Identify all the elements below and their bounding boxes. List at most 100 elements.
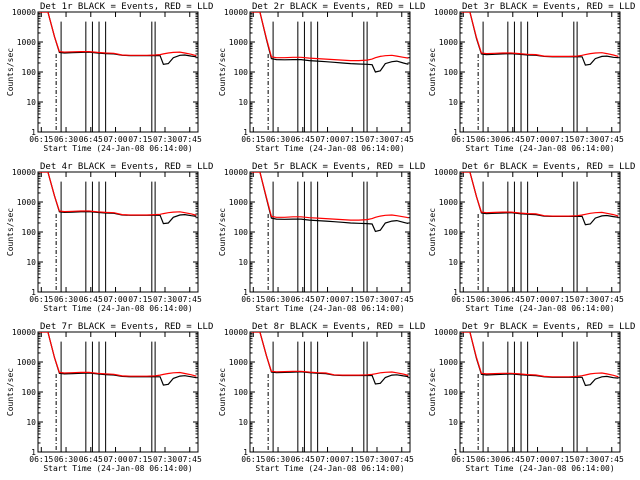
panel-title: Det 9r BLACK = Events, RED = LLD xyxy=(462,322,635,332)
plot-frame xyxy=(249,11,411,133)
y-axis-label: Counts/sec xyxy=(218,368,227,416)
x-tick-label: 06:30 xyxy=(476,295,500,304)
y-tick-label: 1000 xyxy=(17,38,36,47)
plot-frame xyxy=(37,171,199,293)
x-tick-label: 06:15 xyxy=(451,455,475,464)
lld-series-line xyxy=(39,332,197,377)
lld-series-line xyxy=(39,12,197,57)
plot-frame xyxy=(249,171,411,293)
x-tick-label: 06:30 xyxy=(266,135,290,144)
x-tick-label: 06:45 xyxy=(291,295,315,304)
x-axis-label: Start Time (24-Jan-08 06:14:00) xyxy=(255,304,404,313)
y-tick-label: 10000 xyxy=(434,8,458,17)
x-tick-label: 07:15 xyxy=(128,455,152,464)
y-tick-label: 10000 xyxy=(224,8,248,17)
x-tick-label: 06:45 xyxy=(501,295,525,304)
x-tick-label: 07:15 xyxy=(128,295,152,304)
panel-det-9: Det 9r BLACK = Events, RED = LLD 1 10 100 10… xyxy=(428,322,635,473)
lld-series-line xyxy=(39,172,197,216)
y-tick-label: 1 xyxy=(31,288,36,297)
x-tick-label: 07:00 xyxy=(525,135,549,144)
x-tick-label: 06:45 xyxy=(291,135,315,144)
y-tick-label: 10000 xyxy=(12,328,36,337)
y-tick-label: 1 xyxy=(31,128,36,137)
y-axis-label: Counts/sec xyxy=(218,208,227,256)
x-axis-label: Start Time (24-Jan-08 06:14:00) xyxy=(43,144,192,153)
x-tick-label: 07:00 xyxy=(315,135,339,144)
x-tick-label: 06:30 xyxy=(54,455,78,464)
y-tick-label: 10 xyxy=(26,258,36,267)
x-tick-label: 06:45 xyxy=(79,135,103,144)
y-axis-label: Counts/sec xyxy=(428,368,437,416)
x-tick-label: 07:15 xyxy=(340,295,364,304)
y-tick-label: 100 xyxy=(234,388,249,397)
x-tick-label: 06:45 xyxy=(79,455,103,464)
panel-title: Det 2r BLACK = Events, RED = LLD xyxy=(252,2,425,12)
x-tick-label: 07:45 xyxy=(390,295,414,304)
y-tick-label: 1000 xyxy=(439,38,458,47)
panel-title: Det 8r BLACK = Events, RED = LLD xyxy=(252,322,425,332)
x-tick-label: 07:45 xyxy=(178,135,202,144)
x-tick-label: 06:30 xyxy=(476,135,500,144)
x-tick-label: 06:15 xyxy=(451,295,475,304)
events-series-line xyxy=(39,332,197,386)
y-tick-label: 100 xyxy=(444,68,459,77)
y-tick-label: 1000 xyxy=(439,198,458,207)
events-series-line xyxy=(461,172,619,226)
panel-det-6: Det 6r BLACK = Events, RED = LLD 1 10 100 10… xyxy=(428,162,635,313)
x-tick-label: 07:45 xyxy=(600,455,624,464)
events-series-line xyxy=(251,172,409,233)
x-tick-label: 07:00 xyxy=(525,455,549,464)
x-tick-label: 06:30 xyxy=(54,135,78,144)
plot-frame xyxy=(249,331,411,453)
panel-title: Det 3r BLACK = Events, RED = LLD xyxy=(462,2,635,12)
events-series-line xyxy=(251,332,409,385)
x-axis-label: Start Time (24-Jan-08 06:14:00) xyxy=(43,464,192,473)
x-tick-label: 07:00 xyxy=(315,455,339,464)
x-tick-label: 07:15 xyxy=(340,455,364,464)
events-series-line xyxy=(251,12,409,73)
x-tick-label: 06:30 xyxy=(54,295,78,304)
y-tick-label: 1 xyxy=(453,448,458,457)
y-tick-label: 1 xyxy=(453,128,458,137)
x-tick-label: 07:30 xyxy=(575,135,599,144)
y-tick-label: 100 xyxy=(234,68,249,77)
x-tick-label: 07:30 xyxy=(365,455,389,464)
x-tick-label: 06:15 xyxy=(451,135,475,144)
y-tick-label: 10 xyxy=(448,418,458,427)
x-tick-label: 06:15 xyxy=(29,135,53,144)
y-tick-label: 10000 xyxy=(434,328,458,337)
y-tick-label: 1 xyxy=(453,288,458,297)
x-tick-label: 06:15 xyxy=(241,135,265,144)
x-tick-label: 07:30 xyxy=(365,295,389,304)
y-tick-label: 1000 xyxy=(229,38,248,47)
x-tick-label: 07:45 xyxy=(178,455,202,464)
events-series-line xyxy=(461,332,619,387)
x-tick-label: 07:45 xyxy=(390,455,414,464)
y-tick-label: 100 xyxy=(234,228,249,237)
x-tick-label: 07:00 xyxy=(103,135,127,144)
x-tick-label: 07:45 xyxy=(600,135,624,144)
plot-frame xyxy=(37,331,199,453)
lld-series-line xyxy=(251,12,409,62)
x-tick-label: 07:30 xyxy=(153,295,177,304)
x-tick-label: 07:15 xyxy=(340,135,364,144)
lld-series-line xyxy=(461,12,619,58)
panel-det-8: Det 8r BLACK = Events, RED = LLD 1 10 100 10… xyxy=(218,322,425,473)
x-tick-label: 06:15 xyxy=(29,295,53,304)
y-tick-label: 10 xyxy=(26,418,36,427)
x-tick-label: 06:30 xyxy=(266,295,290,304)
x-tick-label: 07:15 xyxy=(550,455,574,464)
lld-series-line xyxy=(251,172,409,221)
y-tick-label: 10000 xyxy=(434,168,458,177)
y-tick-label: 100 xyxy=(22,228,37,237)
panel-det-2: Det 2r BLACK = Events, RED = LLD 1 10 100 10… xyxy=(218,2,425,153)
panel-det-7: Det 7r BLACK = Events, RED = LLD 1 10 100 10… xyxy=(6,322,213,473)
x-axis-label: Start Time (24-Jan-08 06:14:00) xyxy=(465,144,614,153)
x-tick-label: 06:45 xyxy=(501,455,525,464)
y-tick-label: 1000 xyxy=(17,358,36,367)
x-axis-label: Start Time (24-Jan-08 06:14:00) xyxy=(465,304,614,313)
y-tick-label: 1 xyxy=(243,288,248,297)
x-tick-label: 07:45 xyxy=(178,295,202,304)
x-tick-label: 07:30 xyxy=(153,455,177,464)
